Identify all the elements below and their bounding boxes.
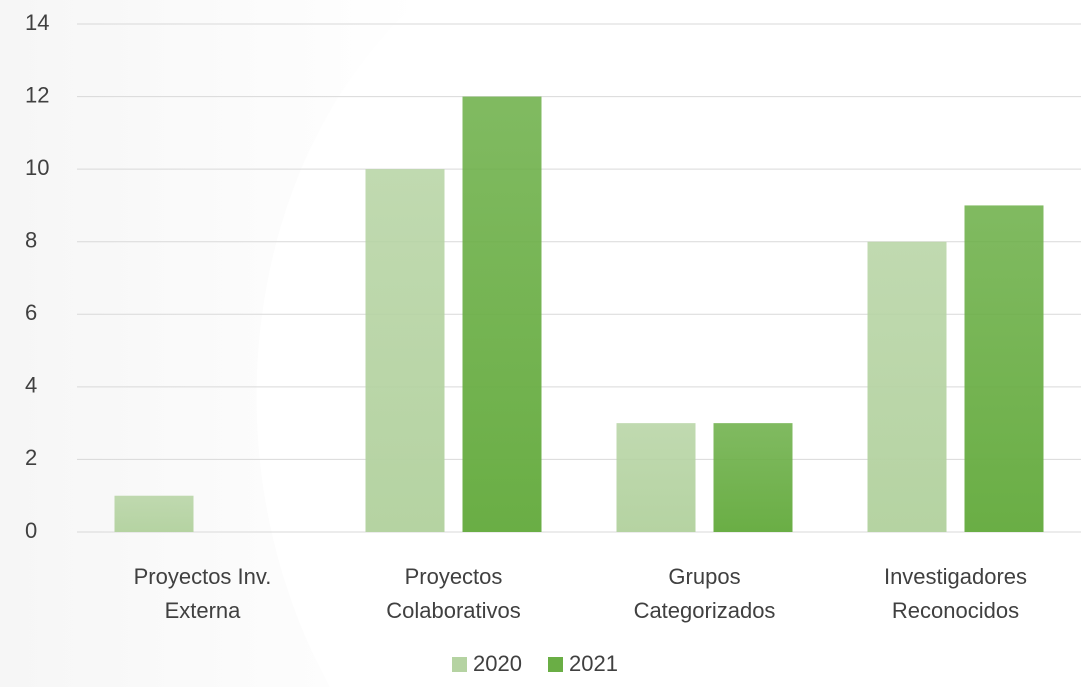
legend-label: 2020 (473, 651, 522, 676)
legend-swatch (452, 657, 467, 672)
bar (462, 96, 542, 533)
y-tick-label: 12 (25, 82, 49, 107)
x-tick-label: Investigadores (884, 564, 1027, 589)
bar (867, 241, 947, 532)
background-shape (0, 0, 420, 687)
bar (964, 205, 1044, 532)
x-tick-label: Reconocidos (892, 598, 1019, 623)
y-tick-label: 6 (25, 300, 37, 325)
y-tick-label: 10 (25, 155, 49, 180)
x-tick-label: Categorizados (634, 598, 776, 623)
legend-swatch (548, 657, 563, 672)
x-tick-label: Proyectos Inv. (134, 564, 272, 589)
y-tick-label: 2 (25, 445, 37, 470)
x-tick-label: Externa (165, 598, 242, 623)
bar (114, 495, 194, 532)
y-tick-label: 8 (25, 228, 37, 253)
bar (365, 169, 445, 532)
x-tick-label: Grupos (668, 564, 740, 589)
bar (713, 423, 793, 532)
y-tick-label: 14 (25, 10, 49, 35)
x-tick-label: Proyectos (405, 564, 503, 589)
bar (616, 423, 696, 532)
y-tick-label: 4 (25, 373, 37, 398)
x-tick-label: Colaborativos (386, 598, 521, 623)
legend-label: 2021 (569, 651, 618, 676)
y-tick-label: 0 (25, 518, 37, 543)
